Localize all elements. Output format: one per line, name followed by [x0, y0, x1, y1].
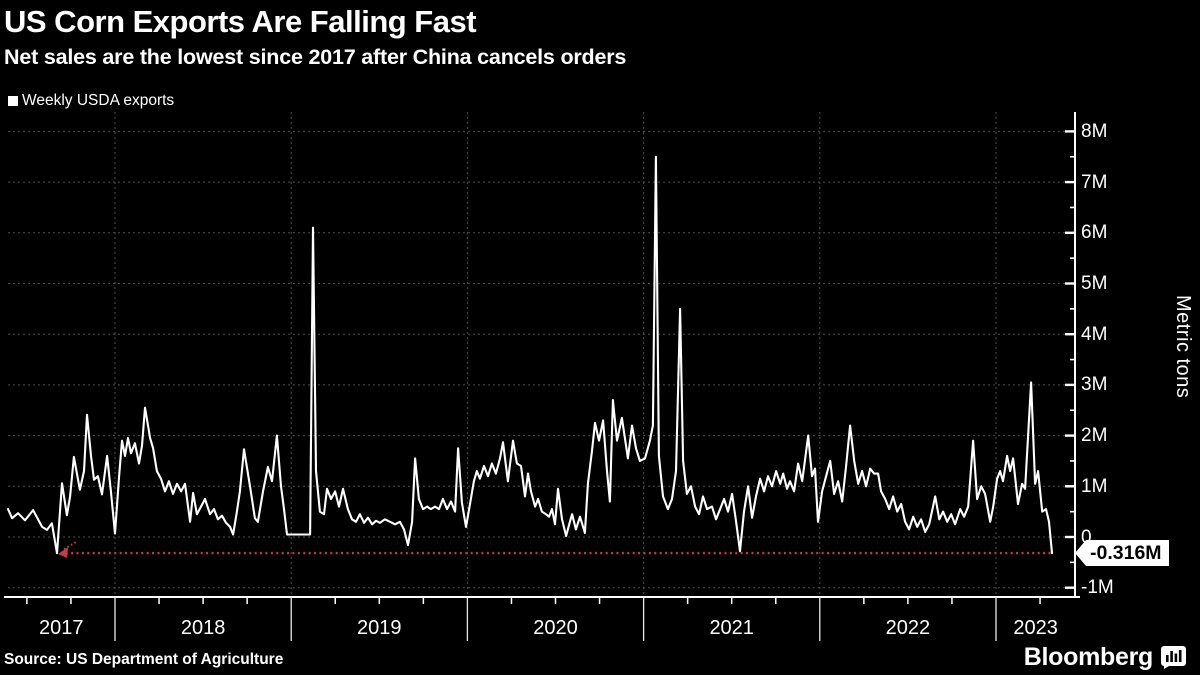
legend-marker — [8, 96, 18, 106]
page-title: US Corn Exports Are Falling Fast — [4, 4, 477, 39]
legend: Weekly USDA exports — [8, 92, 174, 110]
last-value-callout: -0.316M — [1075, 540, 1169, 566]
y-tick-label: 5M — [1081, 273, 1108, 294]
x-year-label: 2023 — [1013, 617, 1058, 639]
bloomberg-logo-text: Bloomberg — [1023, 643, 1154, 671]
y-tick-label: 8M — [1081, 120, 1108, 142]
legend-label: Weekly USDA exports — [22, 92, 175, 109]
y-tick-label: 0 — [1081, 526, 1092, 548]
bloomberg-branding: Bloomberg — [1024, 643, 1186, 672]
y-tick-label: 2M — [1081, 425, 1108, 447]
y-axis-title: Metric tons — [1172, 295, 1194, 399]
source-note: Source: US Department of Agriculture — [4, 651, 284, 668]
y-tick-label: 4M — [1081, 323, 1108, 345]
x-year-label: 2019 — [357, 617, 402, 639]
bloomberg-terminal-icon — [1161, 646, 1186, 669]
page-subtitle: Net sales are the lowest since 2017 afte… — [4, 45, 627, 69]
y-tick-label: 6M — [1081, 222, 1108, 244]
x-year-label: 2018 — [180, 617, 226, 639]
y-tick-label: 1M — [1081, 475, 1108, 497]
y-tick-label: -1M — [1081, 577, 1114, 599]
x-year-label: 2021 — [709, 617, 754, 639]
low-point-arrow-icon — [58, 547, 69, 559]
arrow-tail — [63, 541, 77, 550]
x-year-label: 2020 — [533, 617, 578, 639]
x-year-label: 2017 — [39, 617, 84, 639]
y-tick-label: 7M — [1081, 171, 1108, 193]
x-year-label: 2022 — [885, 617, 931, 639]
exports-line — [6, 155, 1054, 555]
y-tick-label: 3M — [1081, 374, 1108, 396]
